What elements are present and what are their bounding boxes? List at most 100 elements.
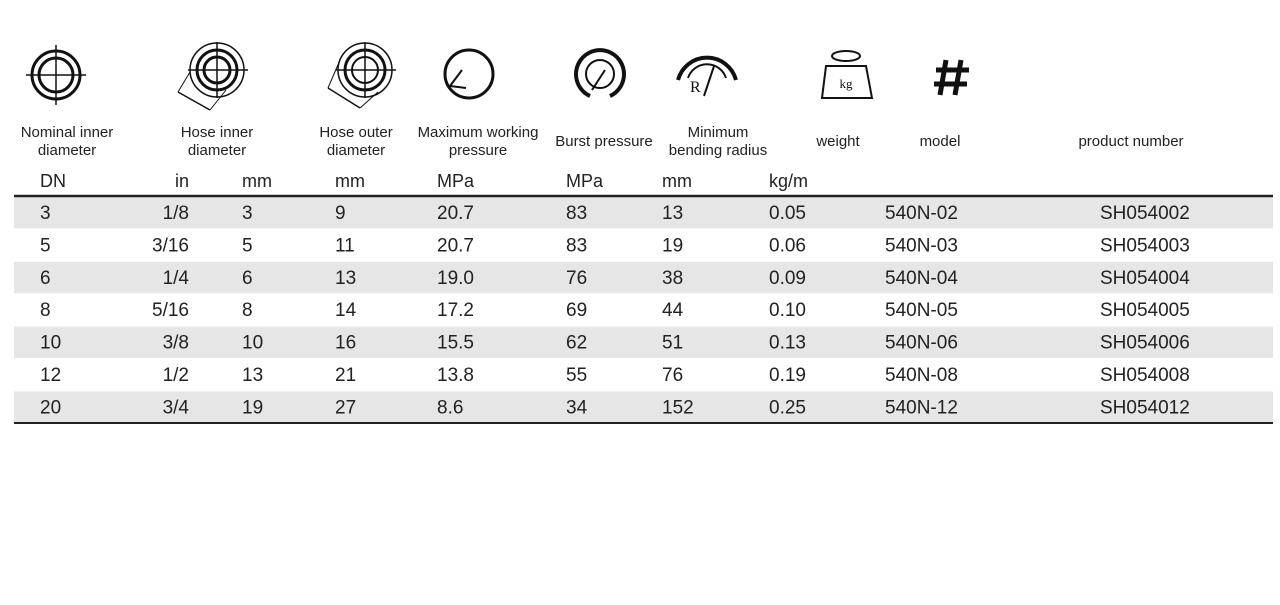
table-cell: 19.0 — [437, 268, 474, 289]
unit-label: DN — [40, 171, 66, 191]
column-header: pressure — [449, 142, 507, 159]
table-cell: SH054008 — [1100, 365, 1190, 386]
column-header: weight — [815, 133, 860, 150]
table-cell: 76 — [566, 268, 587, 289]
table-cell: 13 — [242, 365, 263, 386]
table-cell: 5/16 — [152, 300, 189, 321]
table-cell: 0.06 — [769, 235, 806, 256]
unit-label: mm — [335, 171, 365, 191]
table-cell: 8.6 — [437, 397, 463, 418]
table-cell: 540N-03 — [885, 235, 958, 256]
bending-radius-icon: R — [676, 55, 738, 97]
table-cell: 17.2 — [437, 300, 474, 321]
icons: R kg — [26, 42, 969, 111]
table-cell: 540N-02 — [885, 203, 958, 224]
table-cell: 1/2 — [163, 365, 189, 386]
hose-inner-icon — [177, 42, 248, 111]
working-pressure-icon — [443, 48, 495, 100]
table-cell: 69 — [566, 300, 587, 321]
column-header: Hose inner — [181, 124, 254, 141]
unit-label: MPa — [566, 171, 604, 191]
table-cell: 0.25 — [769, 397, 806, 418]
table-cell: SH054003 — [1100, 235, 1190, 256]
table-cell: 76 — [662, 365, 683, 386]
table-cell: 44 — [662, 300, 684, 321]
column-header: Nominal inner — [21, 124, 114, 141]
table-cell: 15.5 — [437, 333, 474, 354]
table-cell: 20.7 — [437, 235, 474, 256]
row-shade — [14, 391, 1273, 423]
table-cell: 540N-06 — [885, 333, 958, 354]
column-header: diameter — [38, 142, 96, 159]
table-cell: 8 — [242, 300, 253, 321]
column-header: Hose outer — [319, 124, 392, 141]
column-header: Burst pressure — [555, 133, 653, 150]
weight-icon: kg — [820, 50, 874, 99]
column-header: product number — [1078, 133, 1183, 150]
table-cell: 0.13 — [769, 333, 806, 354]
table-cell: 19 — [242, 397, 263, 418]
row-shade — [14, 261, 1273, 294]
table-cell: 9 — [335, 203, 346, 224]
column-header: diameter — [188, 142, 246, 159]
table-cell: 10 — [242, 333, 263, 354]
table-cell: 13 — [335, 268, 356, 289]
table-cell: 10 — [40, 333, 61, 354]
table-cell: 38 — [662, 268, 683, 289]
table-cell: 1/4 — [163, 268, 190, 289]
unit-label: mm — [242, 171, 272, 191]
column-header: Maximum working — [418, 124, 539, 141]
column-header: bending radius — [669, 142, 767, 159]
weight-icon-letters: kg — [840, 76, 854, 91]
table-cell: 51 — [662, 333, 683, 354]
table-cell: 540N-08 — [885, 365, 958, 386]
table-cell: 11 — [335, 235, 355, 256]
column-header: Minimum — [688, 124, 749, 141]
table-cell: 3 — [40, 203, 51, 224]
table-cell: 5 — [40, 235, 51, 256]
hose-outer-icon — [327, 42, 396, 109]
table-cell: 0.19 — [769, 365, 806, 386]
table-cell: 0.10 — [769, 300, 806, 321]
table-cell: 3/16 — [152, 235, 189, 256]
table-cell: SH054006 — [1100, 333, 1190, 354]
table-cell: 540N-04 — [885, 268, 958, 289]
table-cell: SH054005 — [1100, 300, 1190, 321]
unit-label: mm — [662, 171, 692, 191]
table-cell: 20.7 — [437, 203, 474, 224]
unit-label: in — [175, 171, 189, 191]
table-cell: 20 — [40, 397, 61, 418]
table-cell: 540N-05 — [885, 300, 958, 321]
table-cell: 19 — [662, 235, 683, 256]
table-cell: 3/8 — [163, 333, 189, 354]
unit-label: kg/m — [769, 171, 808, 191]
table-cell: 16 — [335, 333, 356, 354]
table-cell: 540N-12 — [885, 397, 958, 418]
table-cell: 83 — [566, 235, 587, 256]
table-cell: 6 — [242, 268, 253, 289]
table-cell: 8 — [40, 300, 51, 321]
row-shade — [14, 326, 1273, 358]
table-cell: 0.05 — [769, 203, 806, 224]
row-shade — [14, 197, 1273, 229]
table-cell: 6 — [40, 268, 51, 289]
table-cell: 55 — [566, 365, 587, 386]
burst-pressure-icon — [574, 48, 626, 98]
model-icon — [934, 59, 969, 96]
table-cell: 5 — [242, 235, 253, 256]
table-cell: SH054002 — [1100, 203, 1190, 224]
radius-icon-letter: R — [690, 79, 701, 96]
table-cell: SH054012 — [1100, 397, 1190, 418]
table-cell: 3 — [242, 203, 253, 224]
table-cell: 83 — [566, 203, 587, 224]
table-cell: 14 — [335, 300, 357, 321]
table-cell: 34 — [566, 397, 588, 418]
unit-label: MPa — [437, 171, 475, 191]
table-cell: 0.09 — [769, 268, 806, 289]
table-cell: SH054004 — [1100, 268, 1190, 289]
table-cell: 152 — [662, 397, 694, 418]
nominal-diameter-icon — [26, 45, 86, 105]
column-header: diameter — [327, 142, 385, 159]
table-cell: 13 — [662, 203, 683, 224]
